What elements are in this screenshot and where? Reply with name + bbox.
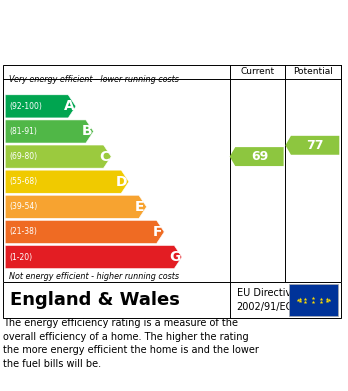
Text: (39-54): (39-54) xyxy=(9,202,38,211)
Text: (1-20): (1-20) xyxy=(9,253,32,262)
Polygon shape xyxy=(5,95,76,118)
Text: The energy efficiency rating is a measure of the
overall efficiency of a home. T: The energy efficiency rating is a measur… xyxy=(3,318,259,369)
Text: Energy Efficiency Rating: Energy Efficiency Rating xyxy=(10,36,232,50)
Text: (69-80): (69-80) xyxy=(9,152,38,161)
Text: EU Directive
2002/91/EC: EU Directive 2002/91/EC xyxy=(237,289,297,312)
Polygon shape xyxy=(5,120,94,143)
Polygon shape xyxy=(285,136,339,155)
Polygon shape xyxy=(5,195,147,218)
Text: (21-38): (21-38) xyxy=(9,228,37,237)
Text: B: B xyxy=(81,124,92,138)
Text: England & Wales: England & Wales xyxy=(10,291,180,309)
Text: E: E xyxy=(135,200,144,214)
Text: 69: 69 xyxy=(251,150,268,163)
Text: Not energy efficient - higher running costs: Not energy efficient - higher running co… xyxy=(9,272,179,281)
Text: (81-91): (81-91) xyxy=(9,127,37,136)
Text: (92-100): (92-100) xyxy=(9,102,42,111)
Polygon shape xyxy=(230,147,284,166)
Text: Potential: Potential xyxy=(293,67,333,76)
Text: F: F xyxy=(152,225,162,239)
Text: D: D xyxy=(116,175,128,189)
Text: Very energy efficient - lower running costs: Very energy efficient - lower running co… xyxy=(9,75,179,84)
Polygon shape xyxy=(5,246,182,269)
Text: (55-68): (55-68) xyxy=(9,177,38,186)
Text: A: A xyxy=(64,99,74,113)
Polygon shape xyxy=(5,145,111,168)
Text: C: C xyxy=(99,150,109,163)
Text: Current: Current xyxy=(240,67,275,76)
Text: G: G xyxy=(169,250,181,264)
Polygon shape xyxy=(5,170,129,193)
Polygon shape xyxy=(5,221,164,244)
Text: 77: 77 xyxy=(306,139,324,152)
Bar xyxy=(289,285,338,316)
